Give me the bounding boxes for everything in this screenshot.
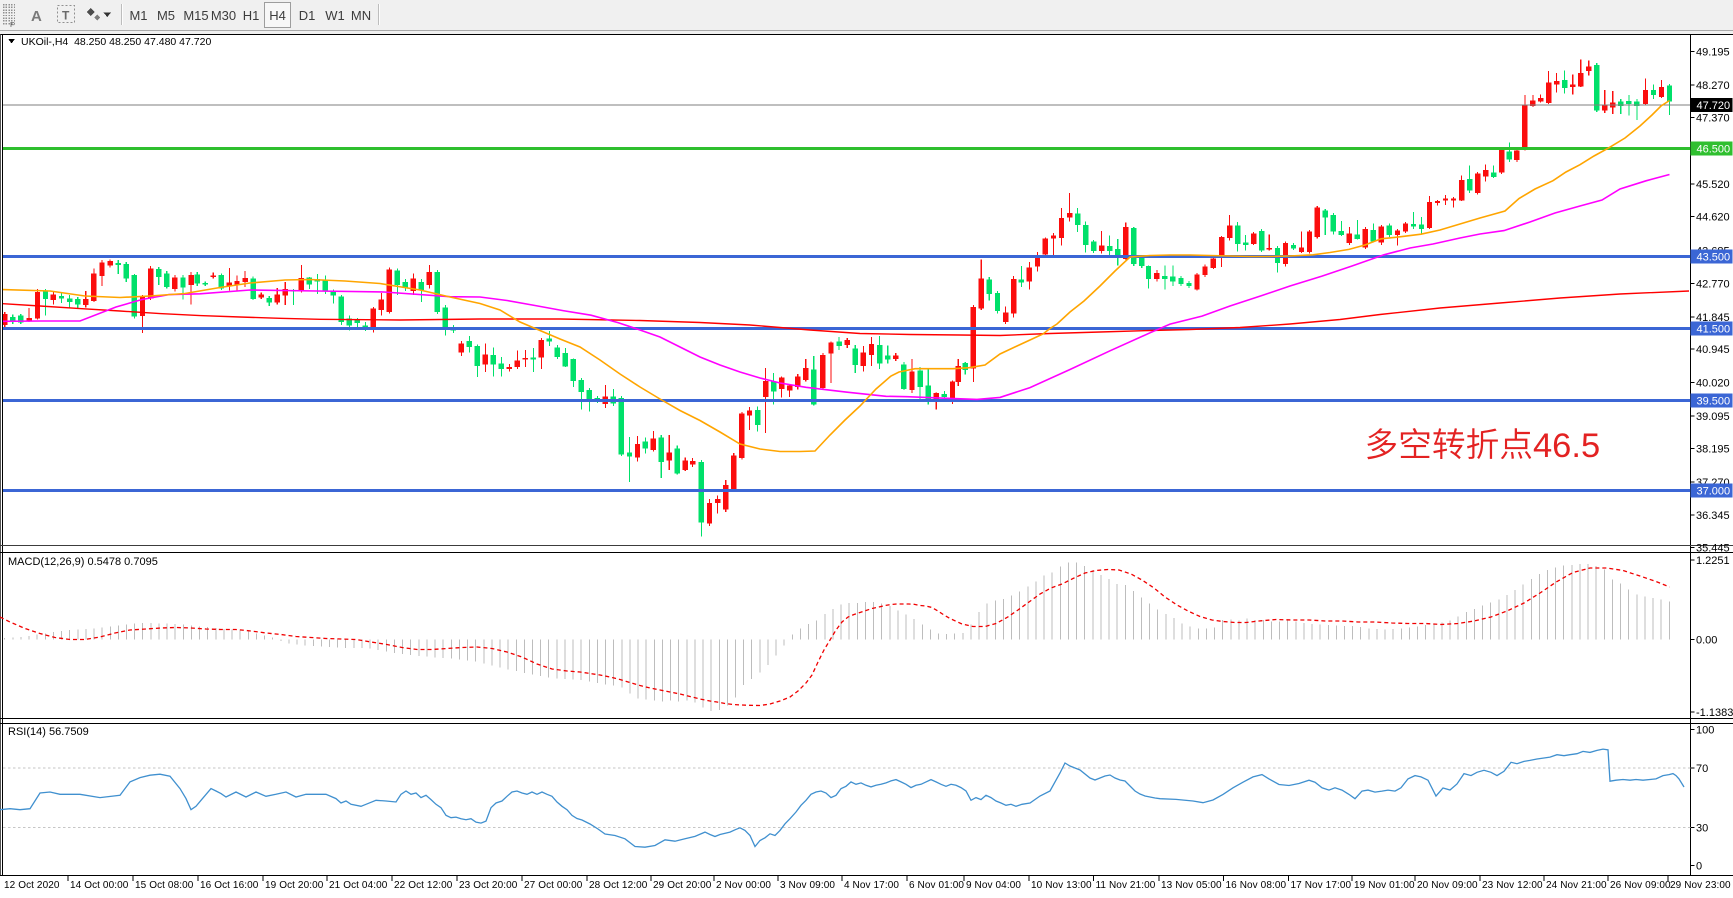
svg-text:14 Oct 00:00: 14 Oct 00:00 [70,880,129,891]
svg-text:41.500: 41.500 [1697,324,1731,336]
svg-text:40.945: 40.945 [1696,344,1730,356]
svg-text:21 Oct 04:00: 21 Oct 04:00 [329,880,388,891]
svg-text:6 Nov 01:00: 6 Nov 01:00 [909,880,964,891]
svg-text:19 Oct 20:00: 19 Oct 20:00 [265,880,324,891]
svg-text:H1: H1 [243,8,260,23]
svg-text:20 Nov 09:00: 20 Nov 09:00 [1417,880,1478,891]
svg-text:12 Oct 2020: 12 Oct 2020 [4,880,60,891]
svg-text:41.845: 41.845 [1696,312,1730,324]
svg-text:16 Nov 08:00: 16 Nov 08:00 [1226,880,1287,891]
svg-text:M1: M1 [129,8,147,23]
svg-text:28 Oct 12:00: 28 Oct 12:00 [589,880,648,891]
svg-text:M15: M15 [183,8,208,23]
svg-text:45.520: 45.520 [1696,179,1730,191]
svg-text:10 Nov 13:00: 10 Nov 13:00 [1031,880,1092,891]
svg-text:16 Oct 16:00: 16 Oct 16:00 [200,880,259,891]
svg-text:36.345: 36.345 [1696,510,1730,522]
svg-text:W1: W1 [325,8,345,23]
svg-text:46.5: 46.5 [1533,427,1600,465]
svg-text:11 Nov 21:00: 11 Nov 21:00 [1096,880,1156,891]
svg-text:38.195: 38.195 [1696,443,1730,455]
svg-text:UKOil-,H4 48.250 48.250 47.48: UKOil-,H4 48.250 48.250 47.480 47.720 [21,36,211,48]
svg-text:F: F [10,20,15,29]
svg-text:13 Nov 05:00: 13 Nov 05:00 [1161,880,1222,891]
svg-text:-1.1383: -1.1383 [1696,707,1733,719]
svg-text:29 Oct 20:00: 29 Oct 20:00 [653,880,712,891]
svg-text:22 Oct 12:00: 22 Oct 12:00 [394,880,453,891]
svg-text:48.270: 48.270 [1696,80,1730,92]
svg-text:47.720: 47.720 [1697,100,1731,112]
svg-text:23 Nov 12:00: 23 Nov 12:00 [1482,880,1543,891]
svg-text:46.500: 46.500 [1697,144,1731,156]
svg-text:T: T [62,9,70,23]
svg-text:15 Oct 08:00: 15 Oct 08:00 [135,880,194,891]
svg-text:47.370: 47.370 [1696,112,1730,124]
svg-text:0.00: 0.00 [1696,634,1717,646]
svg-text:D1: D1 [299,8,316,23]
svg-text:49.195: 49.195 [1696,47,1730,59]
svg-text:2 Nov 00:00: 2 Nov 00:00 [716,880,771,891]
svg-text:4 Nov 17:00: 4 Nov 17:00 [844,880,899,891]
svg-text:44.620: 44.620 [1696,212,1730,224]
svg-text:MACD(12,26,9) 0.5478 0.7095: MACD(12,26,9) 0.5478 0.7095 [8,556,158,568]
svg-text:24 Nov 21:00: 24 Nov 21:00 [1546,880,1607,891]
svg-text:0: 0 [1696,861,1702,873]
svg-text:M5: M5 [157,8,175,23]
svg-text:1.2251: 1.2251 [1696,555,1730,567]
svg-text:23 Oct 20:00: 23 Oct 20:00 [459,880,518,891]
svg-text:43.500: 43.500 [1697,252,1731,264]
svg-text:H4: H4 [269,8,286,23]
svg-text:9 Nov 04:00: 9 Nov 04:00 [966,880,1021,891]
svg-text:40.020: 40.020 [1696,378,1730,390]
svg-text:42.770: 42.770 [1696,278,1730,290]
svg-text:A: A [31,8,42,25]
svg-text:29 Nov 23:00: 29 Nov 23:00 [1670,880,1731,891]
svg-text:27 Oct 00:00: 27 Oct 00:00 [524,880,583,891]
svg-text:19 Nov 01:00: 19 Nov 01:00 [1354,880,1415,891]
svg-text:RSI(14) 56.7509: RSI(14) 56.7509 [8,726,89,738]
svg-text:M30: M30 [211,8,236,23]
svg-text:MN: MN [351,8,371,23]
svg-text:70: 70 [1696,763,1708,775]
svg-text:26 Nov 09:00: 26 Nov 09:00 [1610,880,1671,891]
svg-text:30: 30 [1696,823,1708,835]
svg-text:3 Nov 09:00: 3 Nov 09:00 [780,880,835,891]
svg-text:17 Nov 17:00: 17 Nov 17:00 [1291,880,1352,891]
svg-text:100: 100 [1696,724,1714,736]
svg-text:39.500: 39.500 [1697,396,1731,408]
svg-text:37.000: 37.000 [1697,486,1731,498]
svg-text:35.445: 35.445 [1696,543,1730,555]
svg-text:39.095: 39.095 [1696,411,1730,423]
